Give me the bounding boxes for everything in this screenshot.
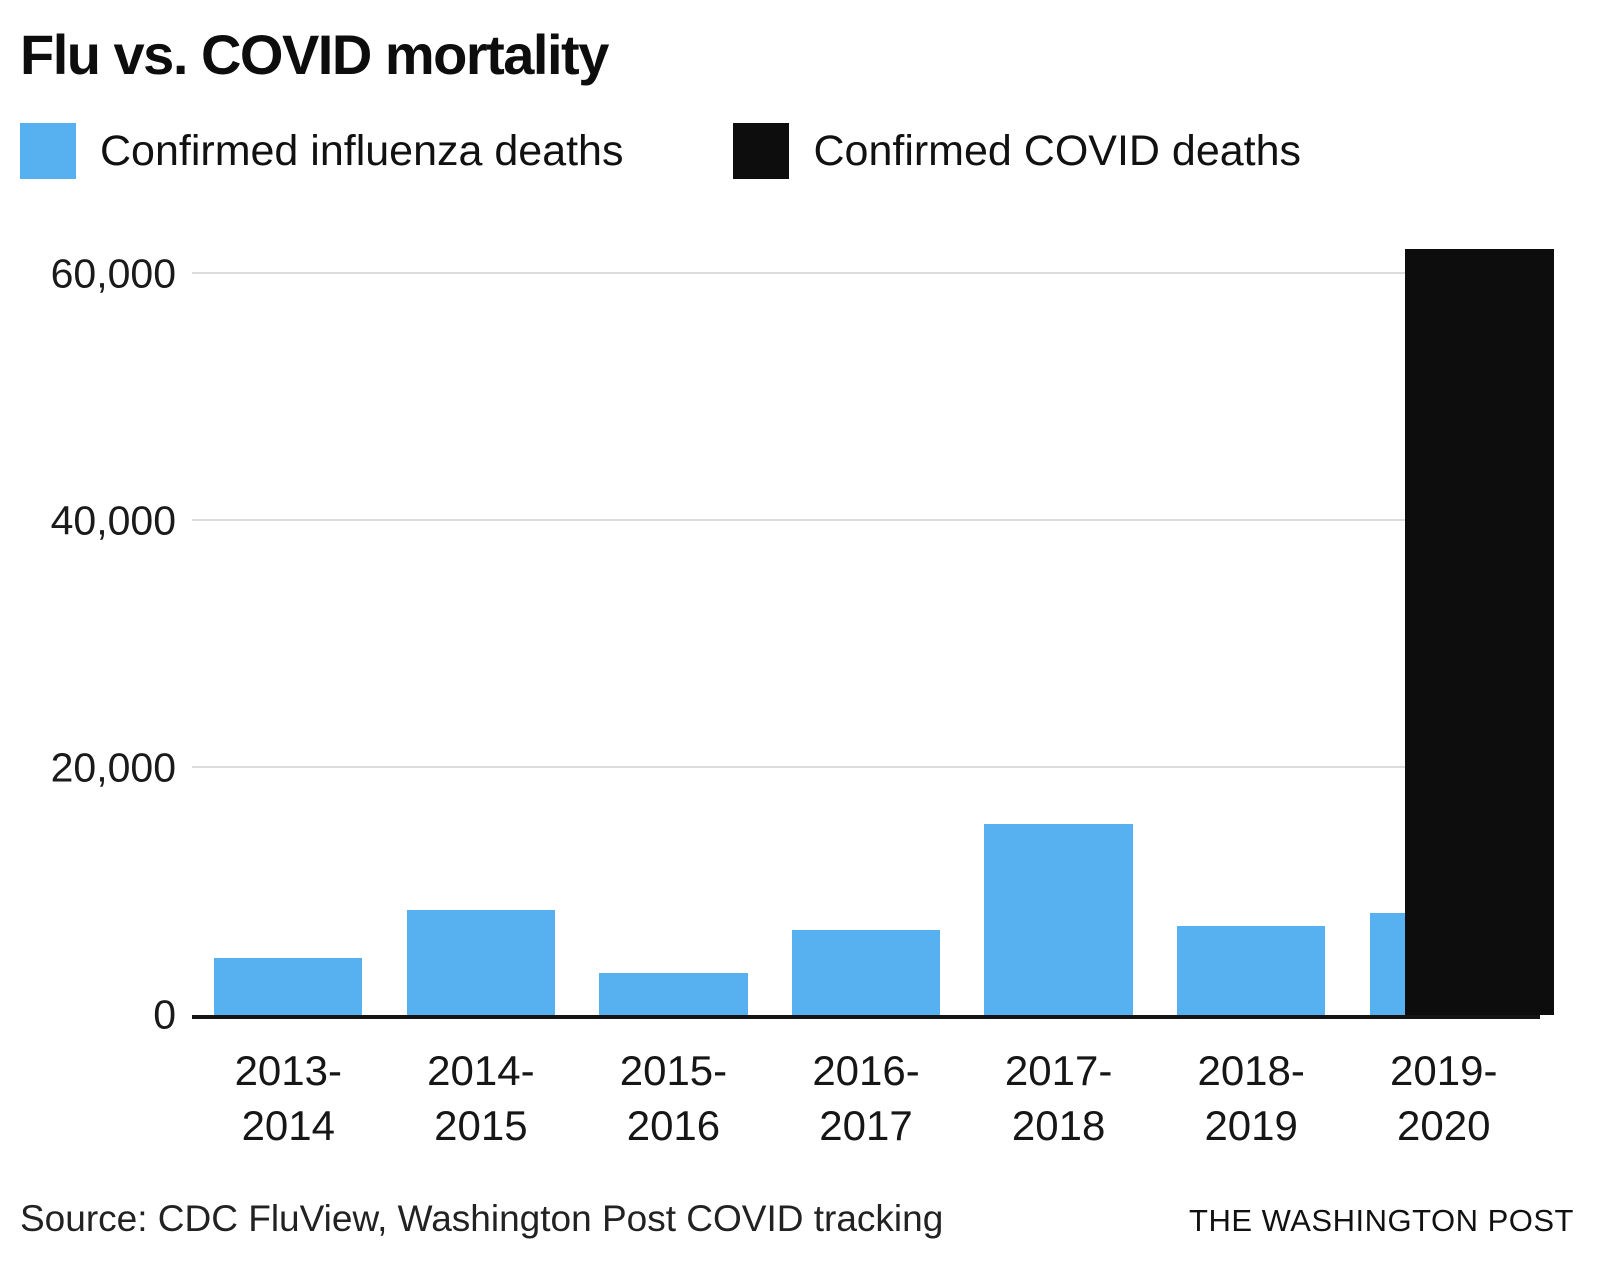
y-tick-label: 20,000 [50, 744, 176, 791]
influenza-bar [599, 973, 748, 1015]
covid-bar [1405, 249, 1554, 1015]
x-tick-label: 2019- 2020 [1390, 1047, 1498, 1150]
y-tick-label: 60,000 [50, 250, 176, 297]
x-tick-label: 2018- 2019 [1197, 1047, 1305, 1150]
bar-group [770, 237, 963, 1015]
bars-container [192, 237, 1554, 1015]
legend: Confirmed influenza deaths Confirmed COV… [20, 123, 1574, 179]
bar-group [385, 237, 578, 1015]
influenza-bar [406, 910, 555, 1015]
y-tick-label: 40,000 [50, 497, 176, 544]
x-tick-label: 2017- 2018 [1004, 1047, 1113, 1150]
legend-label-covid: Confirmed COVID deaths [813, 126, 1302, 175]
bar-group [192, 237, 385, 1015]
x-tick-label: 2014- 2015 [427, 1047, 535, 1150]
x-axis-labels: 2013- 2014 2014- 2015 2015- 2016 2016- 2017… [192, 1043, 1540, 1154]
chart-title: Flu vs. COVID mortality [20, 23, 609, 86]
bar-chart: 0 20,000 40,000 60,000 2013- 2014 2014- 2015… [20, 237, 1574, 1154]
legend-item-influenza: Confirmed influenza deaths [20, 123, 623, 179]
influenza-swatch-icon [20, 123, 76, 179]
gridline [192, 272, 1540, 275]
y-tick-label: 0 [153, 991, 176, 1038]
bar-group [1155, 237, 1348, 1015]
legend-label-influenza: Confirmed influenza deaths [100, 126, 624, 175]
publisher-credit: THE WASHINGTON POST [1189, 1202, 1574, 1238]
x-tick-label: 2013- 2014 [234, 1047, 342, 1150]
influenza-bar [791, 929, 941, 1015]
plot-area: 0 20,000 40,000 60,000 [51, 237, 1554, 1038]
legend-item-covid: Confirmed COVID deaths [733, 123, 1301, 179]
influenza-bar [214, 958, 363, 1015]
bar-group [577, 237, 770, 1015]
source-note: Source: CDC FluView, Washington Post COV… [20, 1197, 944, 1239]
influenza-bar [1177, 926, 1326, 1015]
x-tick-label: 2016- 2017 [812, 1047, 920, 1150]
bar-group [1347, 237, 1554, 1015]
x-tick-label: 2015- 2016 [619, 1047, 728, 1150]
influenza-bar [984, 823, 1133, 1015]
footer: Source: CDC FluView, Washington Post COV… [20, 1198, 1574, 1240]
gridline [192, 766, 1540, 769]
covid-swatch-icon [733, 123, 790, 179]
gridline [192, 519, 1540, 522]
bar-group [962, 237, 1155, 1015]
